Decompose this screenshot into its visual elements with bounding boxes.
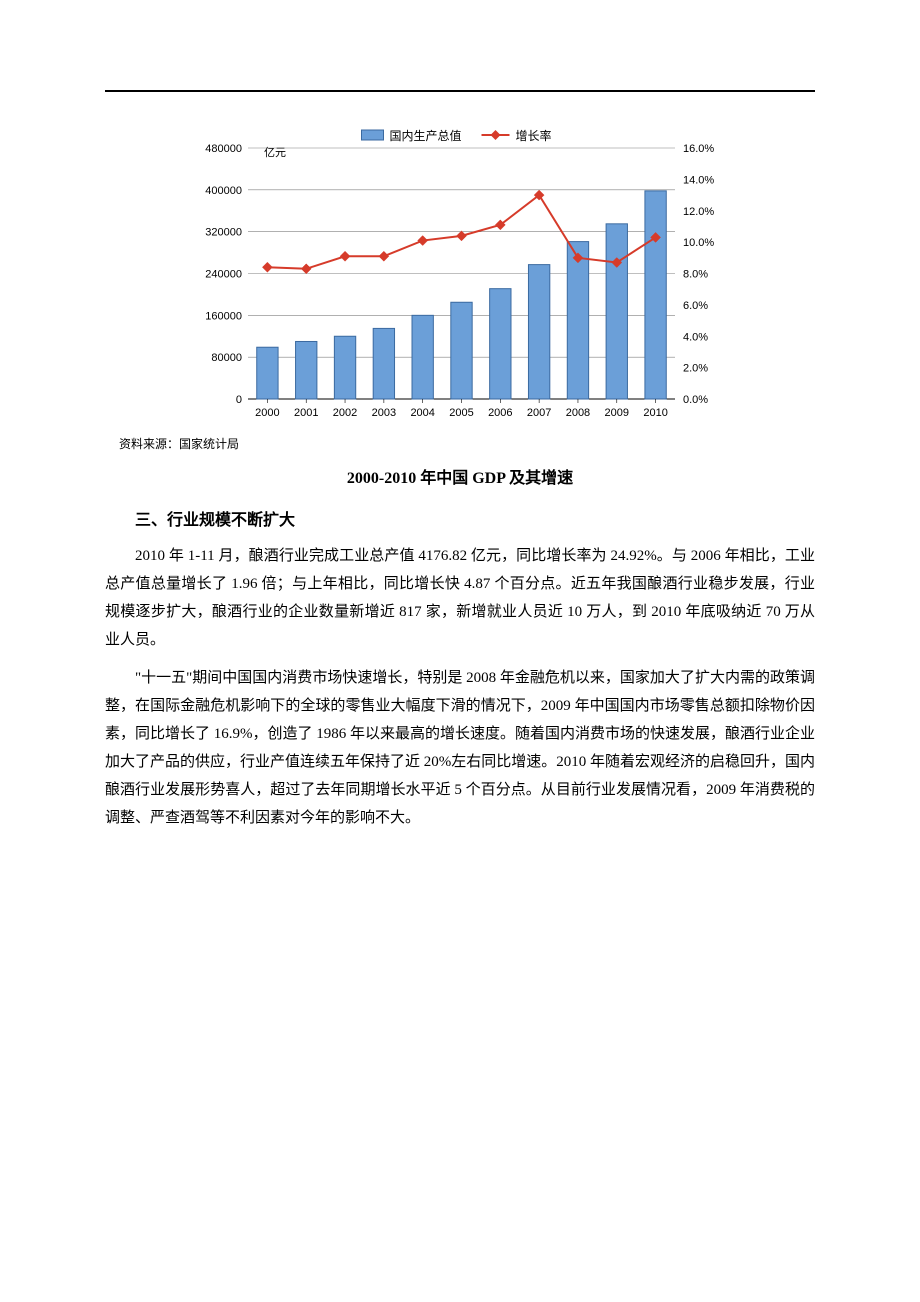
svg-text:2009: 2009 xyxy=(605,407,629,419)
svg-text:2003: 2003 xyxy=(372,407,396,419)
chart-title: 2000-2010 年中国 GDP 及其增速 xyxy=(105,464,815,488)
svg-text:10.0%: 10.0% xyxy=(683,237,714,249)
gdp-chart-svg: 0 80000 160000 240000 320000 400000 480000 亿元 0.… xyxy=(190,122,730,427)
svg-text:2007: 2007 xyxy=(527,407,551,419)
svg-text:320000: 320000 xyxy=(205,227,242,239)
svg-text:160000: 160000 xyxy=(205,310,242,322)
svg-text:2005: 2005 xyxy=(449,407,473,419)
svg-text:0: 0 xyxy=(236,394,242,406)
svg-text:亿元: 亿元 xyxy=(264,146,286,159)
svg-text:0.0%: 0.0% xyxy=(683,394,708,406)
svg-text:2008: 2008 xyxy=(566,407,590,419)
section-heading-3: 三、行业规模不断扩大 xyxy=(135,506,815,530)
svg-text:2004: 2004 xyxy=(410,407,434,419)
svg-text:2006: 2006 xyxy=(488,407,512,419)
svg-text:240000: 240000 xyxy=(205,269,242,281)
svg-text:80000: 80000 xyxy=(211,352,242,364)
svg-text:8.0%: 8.0% xyxy=(683,269,708,281)
gdp-chart: 0 80000 160000 240000 320000 400000 480000 亿元 0.… xyxy=(190,122,730,427)
svg-text:4.0%: 4.0% xyxy=(683,331,708,343)
svg-text:14.0%: 14.0% xyxy=(683,174,714,186)
paragraph-2: "十一五"期间中国国内消费市场快速增长，特别是 2008 年金融危机以来，国家加… xyxy=(105,664,815,832)
svg-text:2000: 2000 xyxy=(255,407,279,419)
top-rule xyxy=(105,90,815,92)
svg-text:国内生产总值: 国内生产总值 xyxy=(390,128,462,143)
svg-text:480000: 480000 xyxy=(205,143,242,155)
svg-text:增长率: 增长率 xyxy=(516,128,552,143)
svg-text:400000: 400000 xyxy=(205,185,242,197)
svg-text:2001: 2001 xyxy=(294,407,318,419)
svg-text:2002: 2002 xyxy=(333,407,357,419)
chart-source: 资料来源：国家统计局 xyxy=(119,435,815,452)
svg-text:2010: 2010 xyxy=(643,407,667,419)
svg-text:6.0%: 6.0% xyxy=(683,300,708,312)
svg-text:12.0%: 12.0% xyxy=(683,206,714,218)
paragraph-1: 2010 年 1-11 月，酿酒行业完成工业总产值 4176.82 亿元，同比增… xyxy=(105,542,815,654)
svg-text:16.0%: 16.0% xyxy=(683,143,714,155)
svg-text:2.0%: 2.0% xyxy=(683,363,708,375)
